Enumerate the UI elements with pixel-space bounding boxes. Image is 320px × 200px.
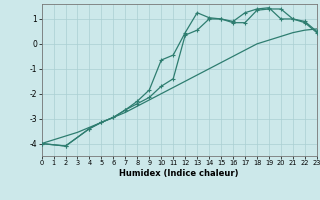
X-axis label: Humidex (Indice chaleur): Humidex (Indice chaleur) bbox=[119, 169, 239, 178]
